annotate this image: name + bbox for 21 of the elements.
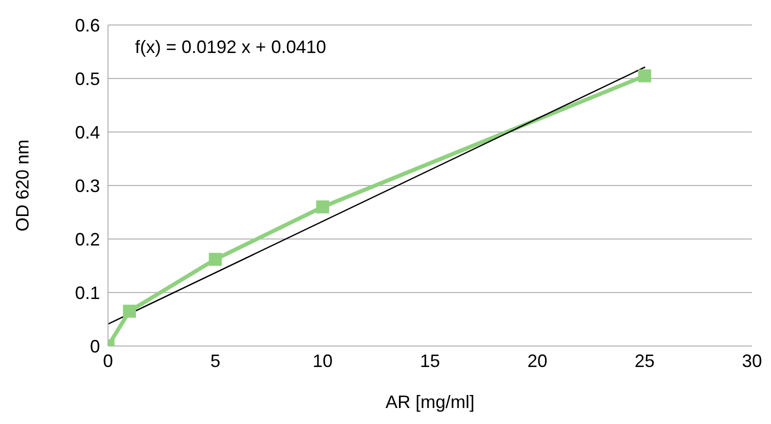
x-axis-title: AR [mg/ml]	[385, 392, 475, 412]
x-tick-label: 0	[102, 350, 114, 371]
x-tick-label: 25	[634, 350, 655, 371]
y-tick-label: 0.4	[74, 122, 100, 142]
x-tick-label: 15	[420, 350, 440, 371]
y-tick-label: 0	[90, 336, 100, 356]
point	[122, 304, 136, 318]
y-axis-title: OD 620 nm	[12, 139, 32, 232]
y-tick-label: 0.5	[74, 68, 100, 89]
x-tick-label: 20	[527, 350, 548, 371]
y-tick-label: 0.6	[74, 15, 100, 36]
point	[208, 252, 222, 266]
point	[316, 200, 330, 214]
y-tick-label: 0.3	[74, 176, 100, 196]
x-tick-label: 10	[312, 350, 333, 371]
point	[638, 69, 652, 82]
x-tick-label: 5	[210, 350, 220, 371]
y-tick-label: 0.1	[74, 282, 100, 303]
x-tick-label: 30	[742, 350, 762, 371]
annotation: f(x) = 0.0192 x + 0.0410	[135, 37, 326, 58]
y-tick-label: 0.2	[74, 229, 100, 250]
